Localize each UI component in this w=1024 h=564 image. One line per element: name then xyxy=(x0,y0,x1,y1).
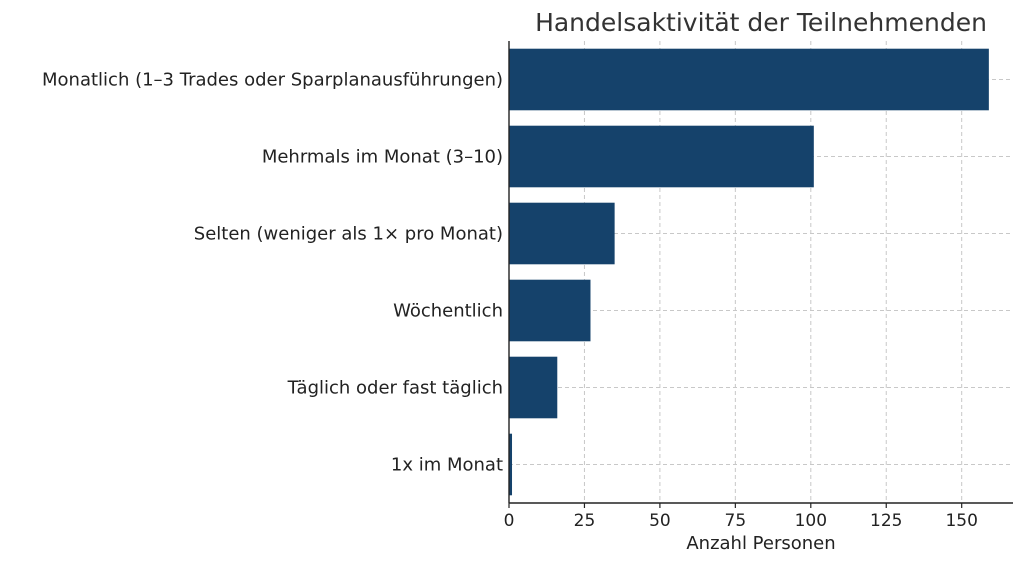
category-label: Mehrmals im Monat (3–10) xyxy=(262,147,503,168)
category-label: 1x im Monat xyxy=(391,455,503,476)
bar xyxy=(509,433,513,496)
chart-title: Handelsaktivität der Teilnehmenden xyxy=(535,8,987,37)
bar xyxy=(509,202,615,265)
x-tick-label: 0 xyxy=(504,511,515,531)
x-tick-label: 50 xyxy=(649,511,671,531)
category-label: Selten (weniger als 1× pro Monat) xyxy=(194,224,503,245)
x-tick-label: 125 xyxy=(870,511,902,531)
x-axis-title: Anzahl Personen xyxy=(686,533,835,554)
x-tick-label: 25 xyxy=(574,511,596,531)
bar xyxy=(509,356,558,419)
bar xyxy=(509,125,814,188)
category-label: Wöchentlich xyxy=(393,301,503,322)
bar-series xyxy=(509,48,989,496)
y-axis-categories: Monatlich (1–3 Trades oder Sparplanausfü… xyxy=(42,70,503,476)
category-label: Monatlich (1–3 Trades oder Sparplanausfü… xyxy=(42,70,503,91)
bar xyxy=(509,48,989,111)
bar xyxy=(509,279,591,342)
x-tick-label: 150 xyxy=(945,511,977,531)
x-tick-label: 75 xyxy=(725,511,747,531)
x-tick-label: 100 xyxy=(795,511,827,531)
grid xyxy=(508,41,1013,503)
x-axis-ticks: 0 25 50 75 100 125 150 xyxy=(504,503,978,531)
category-label: Täglich oder fast täglich xyxy=(287,378,503,399)
